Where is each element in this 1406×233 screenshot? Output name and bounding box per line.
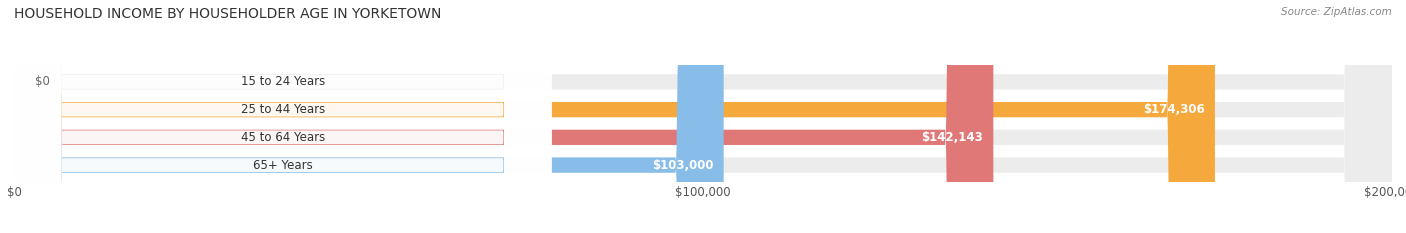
FancyBboxPatch shape (14, 0, 551, 233)
Text: 45 to 64 Years: 45 to 64 Years (240, 131, 325, 144)
Text: 25 to 44 Years: 25 to 44 Years (240, 103, 325, 116)
FancyBboxPatch shape (14, 0, 551, 233)
FancyBboxPatch shape (14, 0, 1392, 233)
FancyBboxPatch shape (14, 0, 1215, 233)
FancyBboxPatch shape (14, 0, 724, 233)
FancyBboxPatch shape (14, 0, 1392, 233)
Text: $174,306: $174,306 (1143, 103, 1205, 116)
FancyBboxPatch shape (14, 0, 1392, 233)
Text: $0: $0 (35, 75, 49, 88)
Text: HOUSEHOLD INCOME BY HOUSEHOLDER AGE IN YORKETOWN: HOUSEHOLD INCOME BY HOUSEHOLDER AGE IN Y… (14, 7, 441, 21)
FancyBboxPatch shape (14, 0, 994, 233)
Text: $103,000: $103,000 (652, 159, 713, 171)
Text: 65+ Years: 65+ Years (253, 159, 312, 171)
FancyBboxPatch shape (14, 0, 551, 233)
Text: Source: ZipAtlas.com: Source: ZipAtlas.com (1281, 7, 1392, 17)
FancyBboxPatch shape (14, 0, 551, 233)
Text: 15 to 24 Years: 15 to 24 Years (240, 75, 325, 88)
Text: $142,143: $142,143 (921, 131, 983, 144)
FancyBboxPatch shape (14, 0, 1392, 233)
